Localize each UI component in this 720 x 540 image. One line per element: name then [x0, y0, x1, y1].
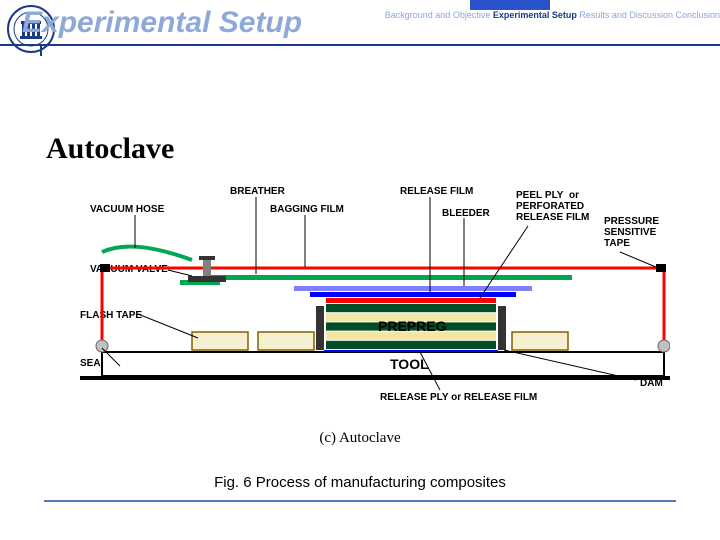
- label-prepreg: PREPREG: [378, 318, 446, 334]
- page-title: Experimental Setup: [22, 6, 302, 40]
- breadcrumb: Background and Objective Experimental Se…: [385, 10, 720, 20]
- nav-experimental-setup: Experimental Setup: [493, 10, 577, 20]
- bottom-rule: [44, 500, 676, 502]
- nav-bg-objective: Background and Objective: [385, 10, 491, 20]
- top-accent-bar: [470, 0, 550, 10]
- diagram-svg: [80, 180, 670, 410]
- title-underline: [0, 44, 720, 46]
- title-tick: [40, 44, 42, 56]
- autoclave-diagram: BREATHER RELEASE FILM BAGGING FILM VACUU…: [80, 180, 670, 410]
- nav-results: Results and Discussion: [579, 10, 673, 20]
- nav-conclusion: Conclusion: [675, 10, 720, 20]
- caption-subfigure: (c) Autoclave: [0, 430, 720, 447]
- caption-figure: Fig. 6 Process of manufacturing composit…: [0, 474, 720, 491]
- section-title: Autoclave: [46, 132, 174, 166]
- label-tool: TOOL: [390, 356, 429, 372]
